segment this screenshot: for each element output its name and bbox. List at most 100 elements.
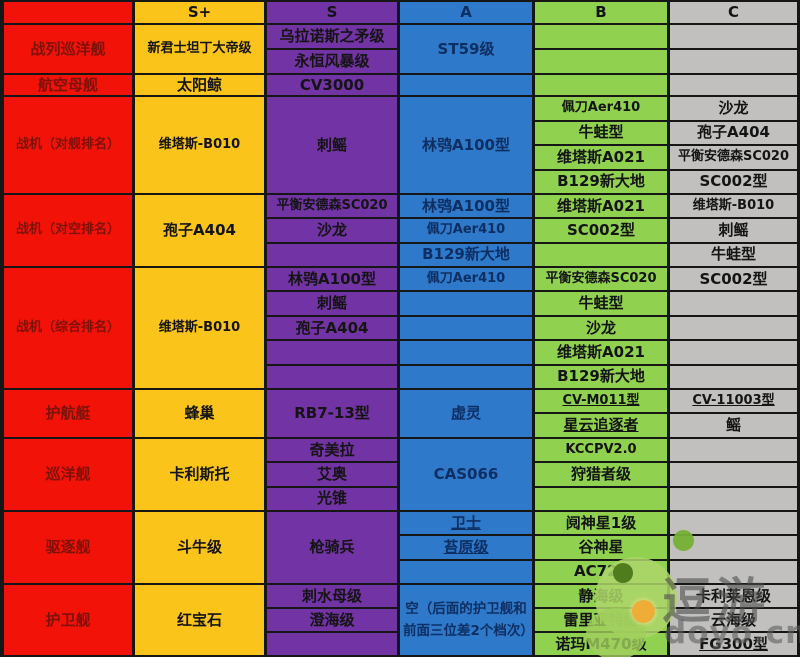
row-header-fighter-overall: 战机（综合排名） xyxy=(4,267,135,390)
row-header-battlecruiser: 战列巡洋舰 xyxy=(4,25,135,75)
tier-cell: 鳐 xyxy=(670,414,800,439)
tier-cell: CV-11003型 xyxy=(670,389,800,415)
tier-cell xyxy=(670,365,800,390)
column-header-b: B xyxy=(535,2,670,25)
tier-cell: 刺鳐 xyxy=(267,97,400,195)
tier-cell: 谷神星 xyxy=(535,536,670,561)
tier-cell xyxy=(267,365,400,390)
tier-cell: SC002型 xyxy=(670,267,800,293)
tier-cell xyxy=(670,487,800,512)
tier-cell xyxy=(670,536,800,561)
tier-cell xyxy=(535,25,670,50)
tier-cell: 雷里亚特级 xyxy=(535,608,670,633)
tier-cell: 卡利莱恩级 xyxy=(670,584,800,609)
tier-cell xyxy=(670,50,800,75)
tier-cell xyxy=(400,75,535,97)
tier-cell: 孢子A404 xyxy=(267,316,400,342)
tier-cell: 平衡安德森SC020 xyxy=(267,195,400,220)
tier-cell xyxy=(670,463,800,488)
tier-cell xyxy=(535,243,670,268)
tier-cell xyxy=(400,341,535,366)
tier-cell: 空（后面的护卫舰和前面三位差2个档次） xyxy=(400,584,535,657)
tier-cell: 牛蛙型 xyxy=(670,243,800,268)
tier-cell: 奇美拉 xyxy=(267,438,400,464)
tier-cell: B129新大地 xyxy=(535,365,670,390)
tier-cell: 星云追逐者 xyxy=(535,414,670,439)
tier-cell: 乌拉诺斯之矛级 xyxy=(267,25,400,50)
tier-cell xyxy=(400,365,535,390)
tier-cell: 红宝石 xyxy=(135,584,267,657)
tier-cell: 刺鳐 xyxy=(670,219,800,244)
column-header-c: C xyxy=(670,2,800,25)
tier-cell: 平衡安德森SC020 xyxy=(670,146,800,171)
tier-cell xyxy=(670,316,800,342)
tier-cell xyxy=(535,75,670,97)
row-header-carrier: 航空母舰 xyxy=(4,75,135,97)
tier-cell xyxy=(670,511,800,537)
tier-cell: 林鸮A100型 xyxy=(267,267,400,293)
tier-cell: CAS066 xyxy=(400,438,535,512)
tier-cell: 维塔斯A021 xyxy=(535,146,670,171)
row-header-fighter-antiship: 战机（对舰排名） xyxy=(4,97,135,195)
row-header-destroyer: 驱逐舰 xyxy=(4,511,135,585)
tier-cell: 卡利斯托 xyxy=(135,438,267,512)
tier-cell: 狩猎者级 xyxy=(535,463,670,488)
tier-cell xyxy=(400,316,535,342)
tier-cell xyxy=(400,292,535,317)
tier-cell: 诺玛M470级 xyxy=(535,632,670,657)
tier-cell: 刺水母级 xyxy=(267,584,400,609)
tier-cell: 永恒风暴级 xyxy=(267,50,400,75)
tier-cell: 维塔斯-B010 xyxy=(135,97,267,195)
tier-cell: 艾奥 xyxy=(267,463,400,488)
tier-cell: KCCPV2.0 xyxy=(535,438,670,464)
tier-cell xyxy=(670,75,800,97)
tier-cell: 维塔斯-B010 xyxy=(670,195,800,220)
tier-cell: 平衡安德森SC020 xyxy=(535,267,670,293)
tier-cell xyxy=(400,560,535,585)
tier-cell: 沙龙 xyxy=(535,316,670,342)
tier-cell: 沙龙 xyxy=(267,219,400,244)
tier-cell: FG300型 xyxy=(670,632,800,657)
tier-cell: B129新大地 xyxy=(535,170,670,195)
tier-cell: 林鸮A100型 xyxy=(400,195,535,220)
tier-cell: B129新大地 xyxy=(400,243,535,268)
tier-cell: CV-M011型 xyxy=(535,389,670,415)
tier-cell: 枪骑兵 xyxy=(267,511,400,585)
tier-cell: 静海级 xyxy=(535,584,670,609)
tier-cell: 卫士 xyxy=(400,511,535,537)
tier-cell xyxy=(535,487,670,512)
tier-cell xyxy=(670,438,800,464)
tier-cell: 太阳鲸 xyxy=(135,75,267,97)
tier-cell: 苔原级 xyxy=(400,536,535,561)
tier-cell: 维塔斯-B010 xyxy=(135,267,267,390)
tier-cell: 云海级 xyxy=(670,608,800,633)
tier-cell: 牛蛙型 xyxy=(535,292,670,317)
tier-cell xyxy=(670,25,800,50)
tier-cell: 维塔斯A021 xyxy=(535,195,670,220)
column-header-s-plus: S+ xyxy=(135,2,267,25)
tier-cell: 孢子A404 xyxy=(135,195,267,268)
tier-cell: AC721 xyxy=(535,560,670,585)
tier-cell: SC002型 xyxy=(535,219,670,244)
tier-cell: 佩刀Aer410 xyxy=(400,219,535,244)
tier-cell: 佩刀Aer410 xyxy=(400,267,535,293)
tier-cell: 光锥 xyxy=(267,487,400,512)
tier-cell: 佩刀Aer410 xyxy=(535,97,670,122)
corner-header-cell xyxy=(4,2,135,25)
tier-cell: 虚灵 xyxy=(400,389,535,439)
tier-cell xyxy=(267,341,400,366)
row-header-frigate: 护卫舰 xyxy=(4,584,135,657)
row-header-fighter-antiair: 战机（对空排名） xyxy=(4,195,135,268)
column-header-a: A xyxy=(400,2,535,25)
tier-cell: CV3000 xyxy=(267,75,400,97)
tier-cell: 蜂巢 xyxy=(135,389,267,439)
tier-cell: 澄海级 xyxy=(267,608,400,633)
row-header-cruiser: 巡洋舰 xyxy=(4,438,135,512)
tier-cell: 沙龙 xyxy=(670,97,800,122)
column-header-s: S xyxy=(267,2,400,25)
tier-cell xyxy=(670,341,800,366)
tier-cell xyxy=(670,292,800,317)
tier-cell: 牛蛙型 xyxy=(535,121,670,146)
